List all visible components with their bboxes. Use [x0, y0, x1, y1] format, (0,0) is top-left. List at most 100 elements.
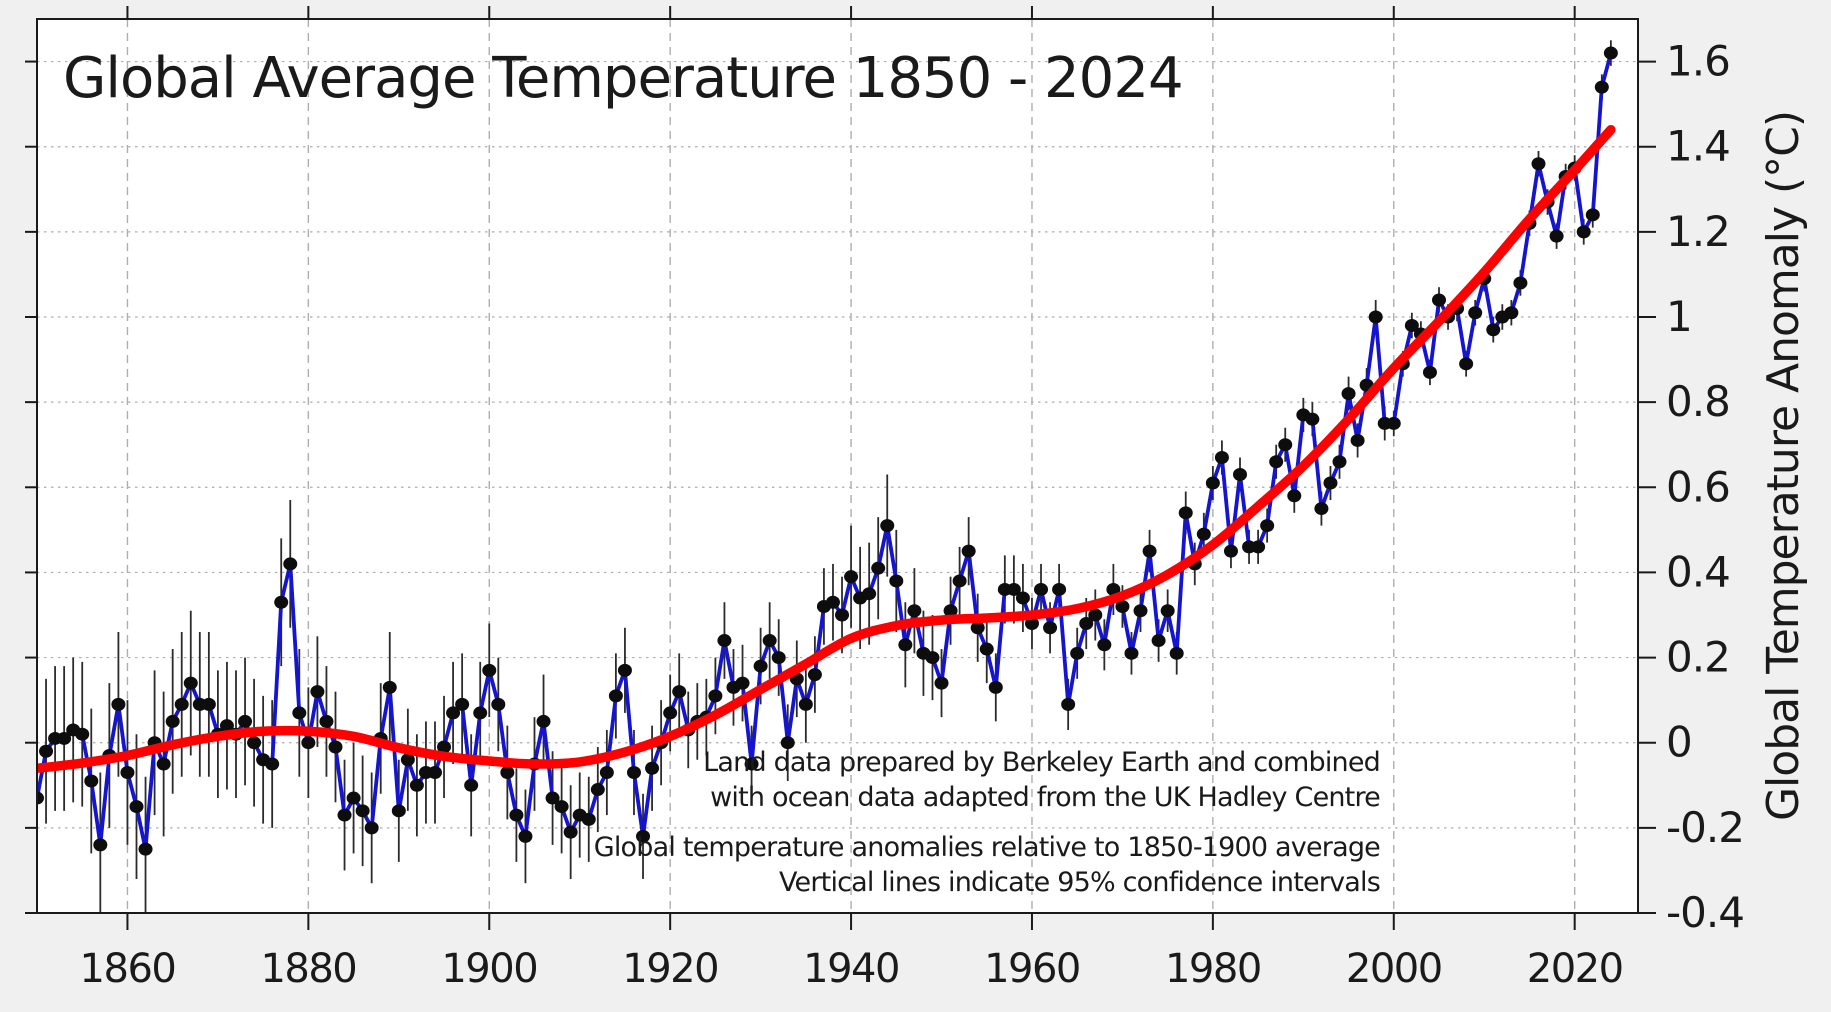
data-point — [753, 659, 768, 673]
data-point — [274, 595, 289, 609]
data-point — [201, 697, 216, 711]
data-point — [536, 714, 551, 728]
data-point — [835, 608, 850, 622]
data-point — [617, 663, 632, 677]
data-point — [1323, 476, 1338, 490]
annotation-note-line2: Vertical lines indicate 95% confidence i… — [779, 867, 1380, 898]
data-point — [37, 791, 44, 805]
data-point — [1088, 608, 1103, 622]
annotation-source-line1: Land data prepared by Berkeley Earth and… — [703, 747, 1380, 778]
data-point — [1549, 229, 1564, 243]
data-point — [174, 697, 189, 711]
annotation-note-line1: Global temperature anomalies relative to… — [594, 832, 1380, 863]
data-point — [1169, 646, 1184, 660]
data-point — [355, 804, 370, 818]
data-point — [1151, 634, 1166, 648]
data-layer — [37, 40, 1618, 913]
data-point — [265, 757, 280, 771]
y-tick-label: 0.2 — [1666, 633, 1730, 682]
data-point — [645, 761, 660, 775]
data-point — [1106, 582, 1121, 596]
data-point — [970, 621, 985, 635]
data-point — [636, 829, 651, 843]
data-point — [437, 740, 452, 754]
x-tick-label: 1880 — [260, 946, 356, 992]
data-point — [455, 697, 470, 711]
data-point — [1196, 527, 1211, 541]
data-point — [744, 757, 759, 771]
y-tick-label: 1 — [1666, 292, 1692, 341]
y-tick-label: 0.6 — [1666, 462, 1730, 511]
data-point — [1205, 476, 1220, 490]
data-point — [934, 676, 949, 690]
data-point — [1079, 617, 1094, 631]
data-point — [518, 829, 533, 843]
data-point — [988, 680, 1003, 694]
data-point — [328, 740, 343, 754]
data-point — [427, 766, 442, 780]
x-tick-label: 2000 — [1346, 946, 1442, 992]
data-point — [39, 744, 54, 758]
smoothed-trend-line — [37, 124, 1616, 774]
data-point — [409, 778, 424, 792]
data-point — [979, 642, 994, 656]
data-point — [500, 766, 515, 780]
data-point — [1531, 157, 1546, 171]
data-point — [590, 783, 605, 797]
data-point — [120, 766, 135, 780]
data-point — [364, 821, 379, 835]
data-point — [382, 680, 397, 694]
data-point — [1251, 540, 1266, 554]
data-point — [1459, 357, 1474, 371]
x-tick-label: 1940 — [803, 946, 899, 992]
data-point — [889, 574, 904, 588]
data-point — [129, 800, 144, 814]
data-point — [84, 774, 99, 788]
x-tick-labels: 1860 1880 1900 1920 1940 1960 1980 2000 2020 — [80, 946, 1625, 992]
data-point — [1287, 489, 1302, 503]
data-point — [464, 778, 479, 792]
chart-title: Global Average Temperature 1850 - 2024 — [63, 46, 1183, 111]
y-tick-labels: -0.4 -0.2 0 0.2 0.4 0.6 0.8 1 1.2 1.4 1.6 — [1666, 37, 1745, 937]
data-point — [1052, 582, 1067, 596]
data-point — [1576, 225, 1591, 239]
data-point — [898, 638, 913, 652]
data-point — [400, 753, 415, 767]
data-point — [1305, 412, 1320, 426]
x-tick-label: 1980 — [1165, 946, 1261, 992]
data-point — [717, 634, 732, 648]
data-point — [925, 651, 940, 665]
data-point — [1115, 599, 1130, 613]
data-point — [1278, 438, 1293, 452]
y-tick-label: 1.6 — [1666, 37, 1730, 86]
axis-ticks — [25, 6, 1656, 930]
data-point — [183, 676, 198, 690]
data-point — [825, 595, 840, 609]
y-axis-title: Global Temperature Anomaly (°C) — [1758, 111, 1809, 821]
data-point — [1269, 455, 1284, 469]
data-point — [1214, 450, 1229, 464]
data-point — [1133, 604, 1148, 618]
data-point — [862, 587, 877, 601]
data-point — [346, 791, 361, 805]
data-point — [1233, 468, 1248, 482]
data-point — [292, 706, 307, 720]
x-tick-label: 1860 — [80, 946, 176, 992]
data-point — [1603, 46, 1618, 60]
data-point — [880, 519, 895, 533]
data-point — [138, 842, 153, 856]
data-point — [581, 812, 596, 826]
data-point — [871, 561, 886, 575]
data-point — [1513, 276, 1528, 290]
data-point — [482, 663, 497, 677]
data-point — [545, 791, 560, 805]
data-point — [943, 604, 958, 618]
y-tick-label: 0 — [1666, 718, 1692, 767]
data-point — [952, 574, 967, 588]
data-point — [735, 676, 750, 690]
data-point — [219, 719, 234, 733]
x-tick-label: 1900 — [441, 946, 537, 992]
data-point — [1468, 306, 1483, 320]
data-point — [491, 697, 506, 711]
